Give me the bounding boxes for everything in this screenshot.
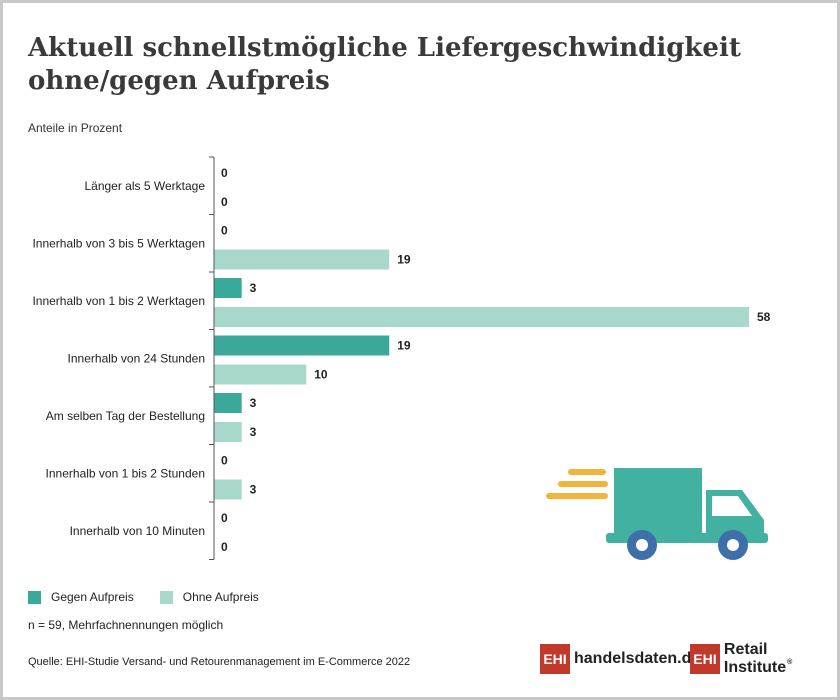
value-label-ohne: 58 [757,310,771,324]
truck-cargo [614,468,702,536]
category-label: Innerhalb von 24 Stunden [68,351,205,365]
category-label: Länger als 5 Werktage [84,179,205,193]
value-label-gegen: 19 [397,339,411,353]
value-label-gegen: 0 [221,224,228,238]
truck-wheel-front-hub [727,539,739,551]
value-label-ohne: 10 [314,368,328,382]
legend-label-ohne: Ohne Aufpreis [182,590,259,604]
speed-line-3 [546,493,608,499]
chart-title: Aktuell schnellstmögliche Liefergeschwin… [28,32,808,98]
logo-handelsdaten-box: EHI [540,644,570,674]
bar-ohne [214,422,242,442]
legend-item-gegen: Gegen Aufpreis [28,590,134,604]
bar-ohne [214,364,307,385]
axis-group: Länger als 5 Werktage Innerhalb von 3 bis… [32,156,215,560]
speed-line-1 [568,469,606,475]
registered-mark: ® [787,659,793,666]
value-label-ohne: 3 [250,483,257,497]
bar-gegen [214,278,242,298]
bar-gegen [214,335,390,356]
logo-retail-institute-text: Retail Institute® [724,641,840,677]
value-label-gegen: 3 [250,396,257,410]
value-label-gegen: 0 [221,166,228,180]
value-label-gegen: 0 [221,511,228,525]
chart-subtitle: Anteile in Prozent [28,121,123,135]
bars-group: 0 0 0 19 3 58 19 10 3 3 0 3 0 0 [214,166,771,554]
logo-retail-institute-name: Retail Institute [723,641,787,676]
value-label-ohne: 0 [221,540,228,554]
bar-ohne [214,479,242,500]
sample-note: n = 59, Mehrfachnennungen möglich [28,618,224,632]
value-label-ohne: 19 [397,253,411,267]
category-label: Am selben Tag der Bestellung [46,409,205,423]
value-label-gegen: 0 [221,454,228,468]
logo-handelsdaten: EHI handelsdaten.de [540,644,700,674]
logo-retail-institute-box: EHI [690,644,720,674]
delivery-truck-icon [546,468,768,560]
bar-gegen [214,393,242,413]
legend-label-gegen: Gegen Aufpreis [51,590,134,604]
legend: Gegen Aufpreis Ohne Aufpreis [28,590,285,604]
value-label-gegen: 3 [250,281,257,295]
value-label-ohne: 3 [250,425,257,439]
source-note: Quelle: EHI-Studie Versand- und Retouren… [28,656,411,668]
category-label: Innerhalb von 1 bis 2 Stunden [46,466,205,480]
logo-retail-institute: EHI Retail Institute® [690,641,840,677]
bar-ohne [214,249,390,270]
legend-swatch-gegen [28,590,41,604]
bar-ohne [214,307,749,327]
truck-window [712,496,752,516]
title-line-1: Aktuell schnellstmögliche Liefergeschwin… [28,33,741,63]
speed-line-2 [558,481,608,487]
legend-item-ohne: Ohne Aufpreis [159,590,259,604]
logo-handelsdaten-text: handelsdaten.de [574,650,701,667]
category-label: Innerhalb von 10 Minuten [70,524,205,538]
legend-swatch-ohne [159,590,173,604]
truck-wheel-rear-hub [636,539,648,551]
title-line-2: ohne/gegen Aufpreis [28,66,330,96]
category-label: Innerhalb von 3 bis 5 Werktagen [32,236,205,250]
value-label-ohne: 0 [221,195,228,209]
category-label: Innerhalb von 1 bis 2 Werktagen [32,294,205,308]
